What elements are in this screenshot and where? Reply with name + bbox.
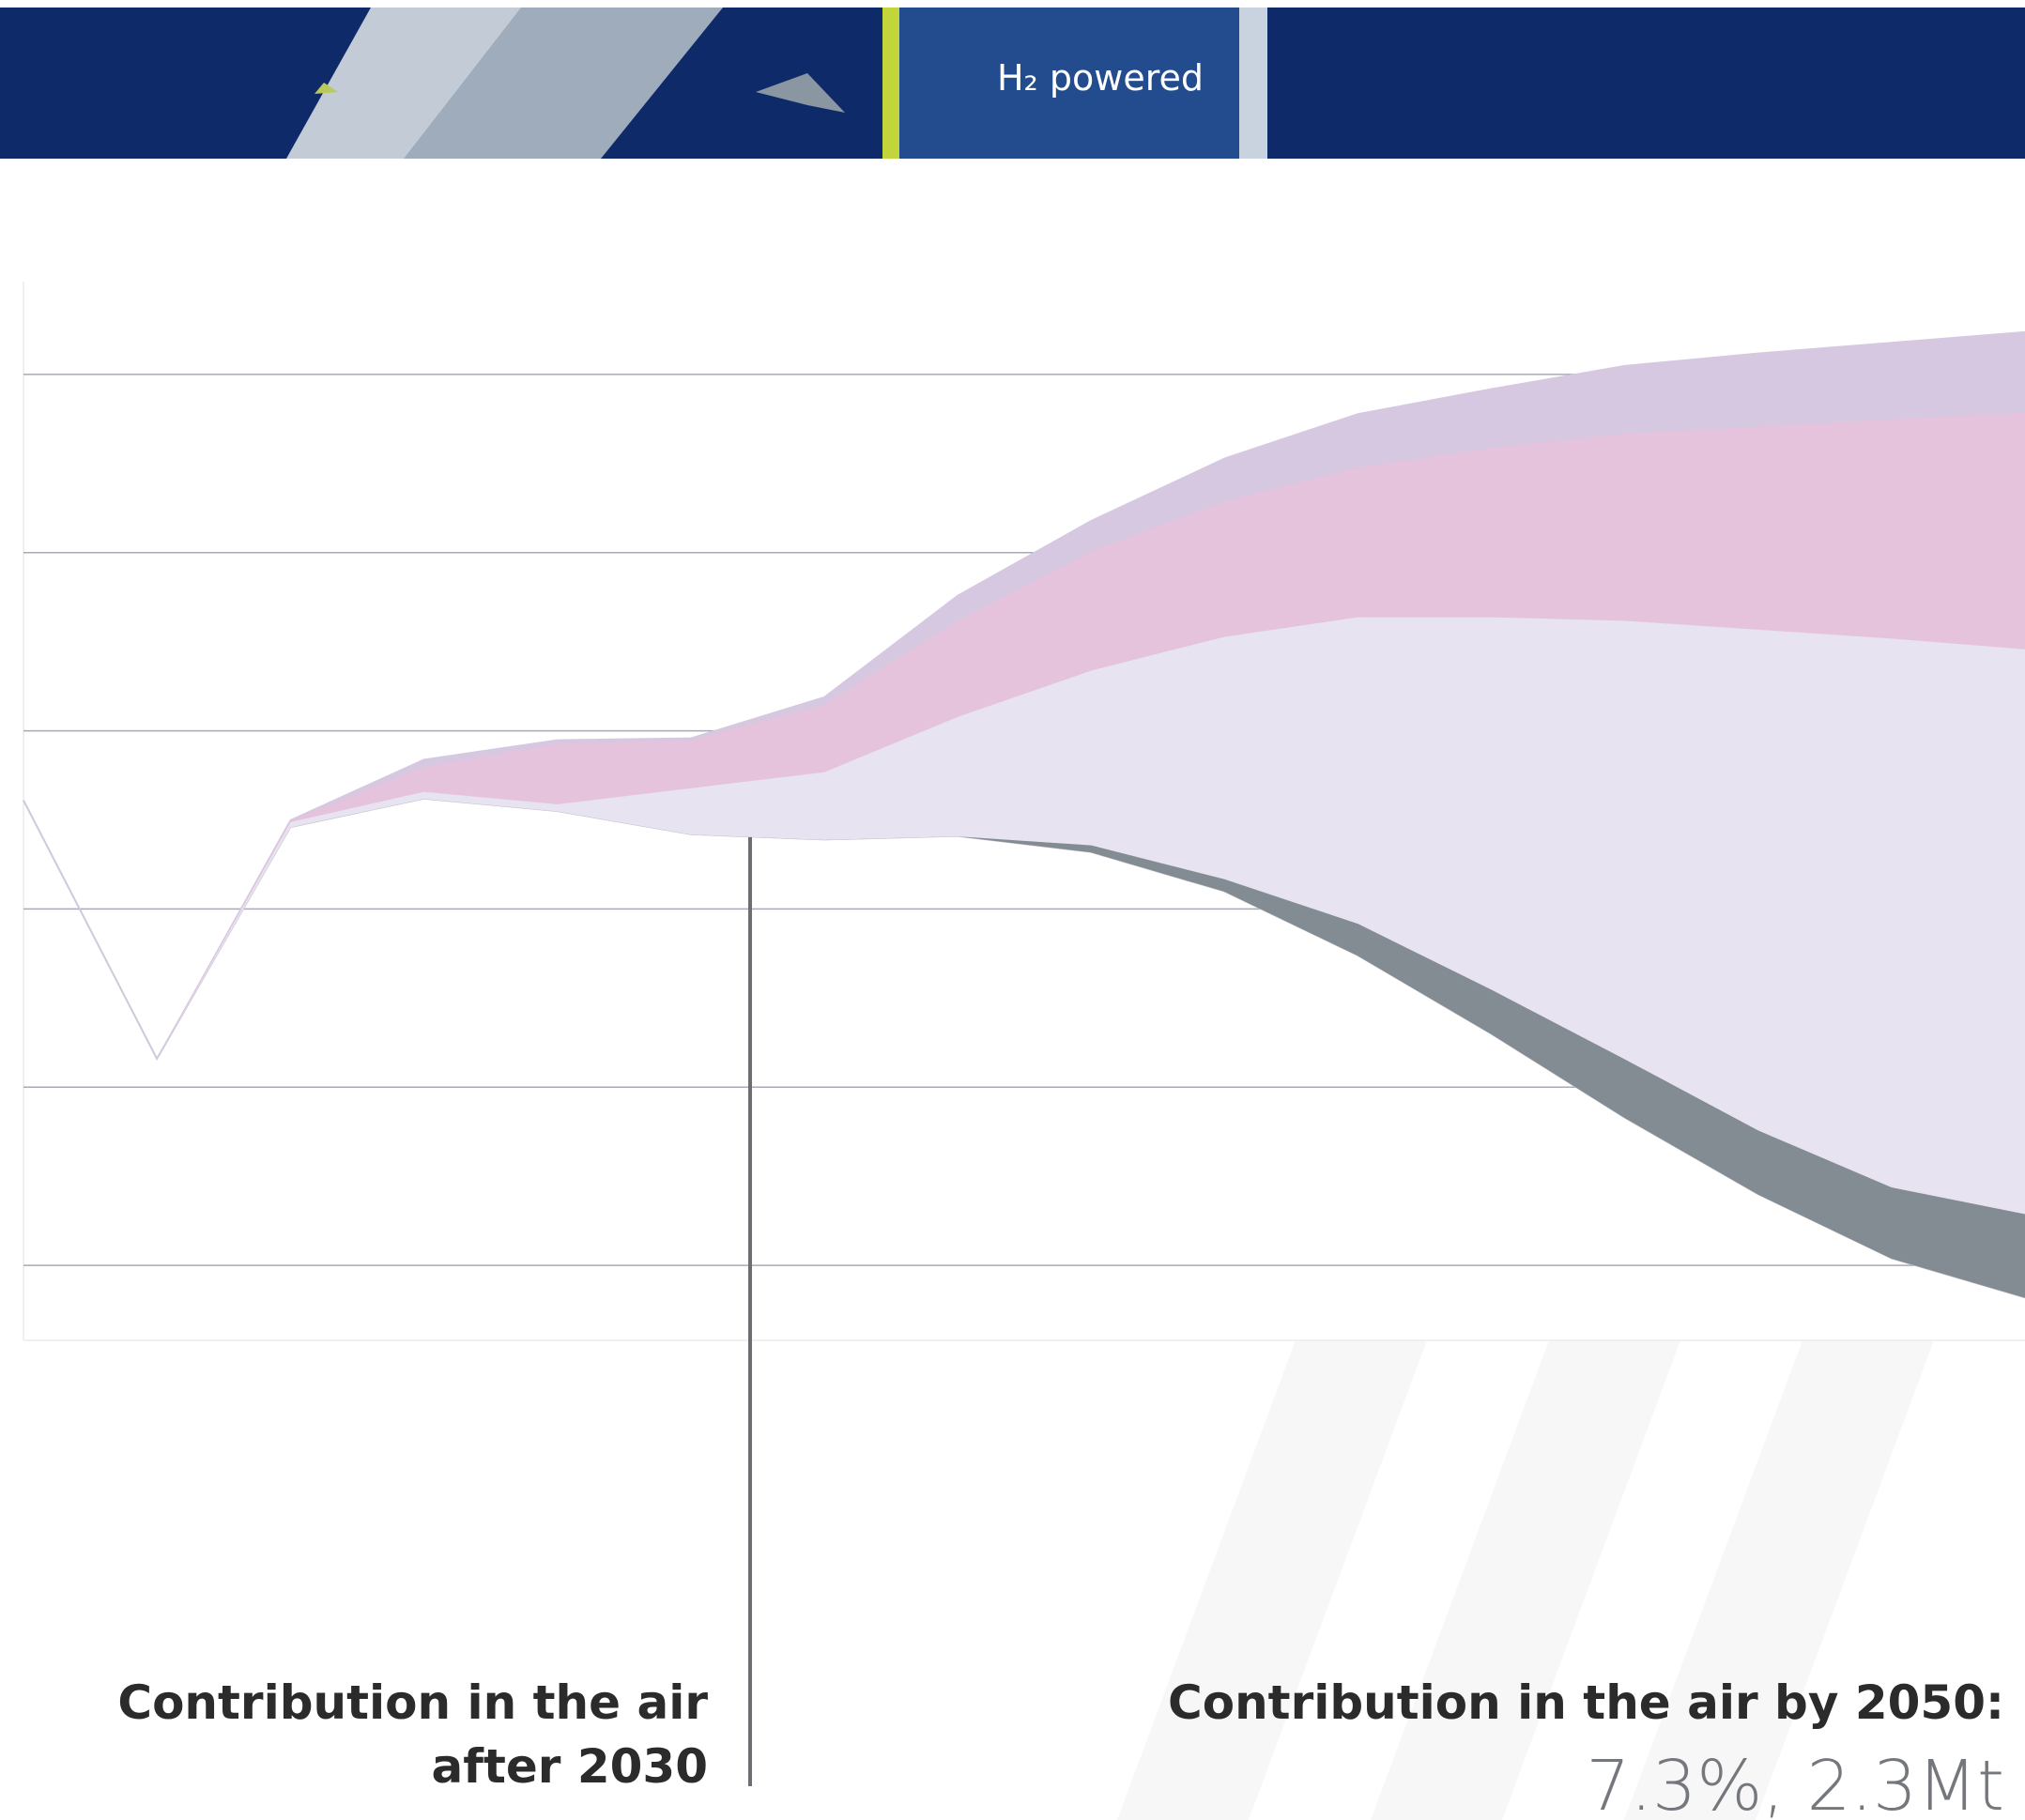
engine-stripe (882, 8, 899, 159)
areas (23, 331, 2025, 1297)
annotation-left: Contribution in the air (117, 1675, 708, 1730)
stripe (1117, 1340, 1427, 1820)
banner-text: H₂ powered (997, 57, 1204, 99)
annotation-right-title: Contribution in the air by 2050: (1168, 1675, 2004, 1730)
annotation-right-value: 7.3%, 2.3Mt (1586, 1746, 2004, 1820)
banner: H₂ powered (0, 8, 2025, 159)
chart: H₂ powered Contribution in the air after… (0, 0, 2025, 1820)
annotation-left: after 2030 (431, 1739, 708, 1794)
page: {"banner": {"text": "H₂ powered"}, "char… (0, 0, 2025, 1820)
engine-rim (1239, 8, 1267, 159)
